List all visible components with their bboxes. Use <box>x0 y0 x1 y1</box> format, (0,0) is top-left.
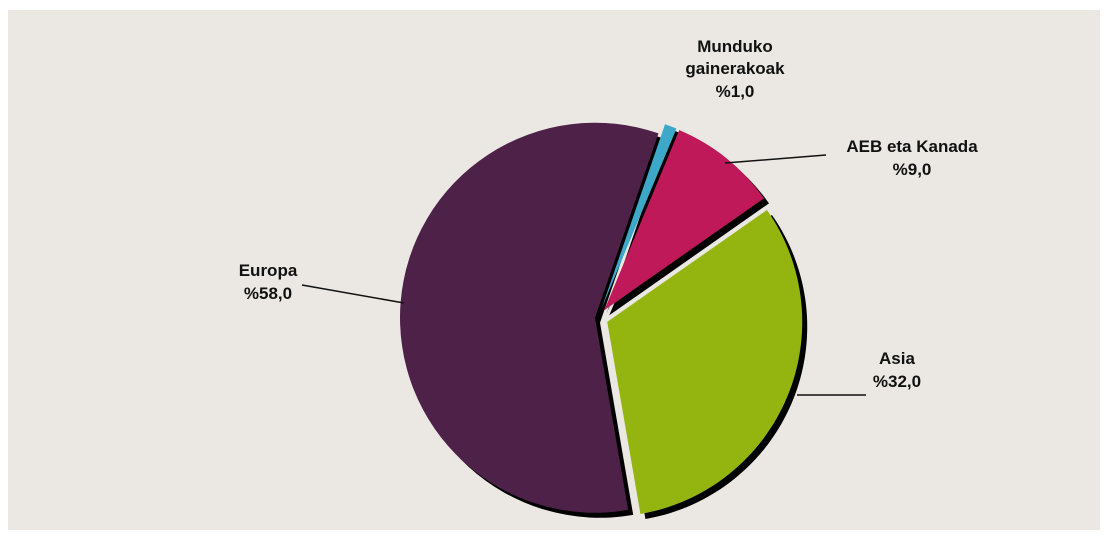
slice-value: %58,0 <box>244 284 292 303</box>
slice-label: Asia %32,0 <box>873 349 921 391</box>
slice-value: %32,0 <box>873 372 921 391</box>
slice-name-line: Munduko <box>697 37 773 56</box>
leader-line <box>724 154 827 164</box>
slice-label: Munduko gainerakoak %1,0 <box>685 37 785 101</box>
slice-value: %1,0 <box>716 82 755 101</box>
slice <box>601 124 677 309</box>
slice-name: Europa <box>239 261 298 280</box>
slice-name-line: gainerakoak <box>685 59 785 78</box>
slice-name: AEB eta Kanada <box>846 137 978 156</box>
leader-line <box>301 284 405 304</box>
slice-name: Munduko gainerakoak <box>685 37 785 78</box>
slice <box>400 122 659 513</box>
slice-name: Asia <box>879 349 915 368</box>
slice-value: %9,0 <box>893 160 932 179</box>
slice <box>604 130 765 311</box>
slice-label: AEB eta Kanada %9,0 <box>846 137 978 179</box>
slice <box>607 209 803 514</box>
slice-label: Europa %58,0 <box>239 261 298 303</box>
